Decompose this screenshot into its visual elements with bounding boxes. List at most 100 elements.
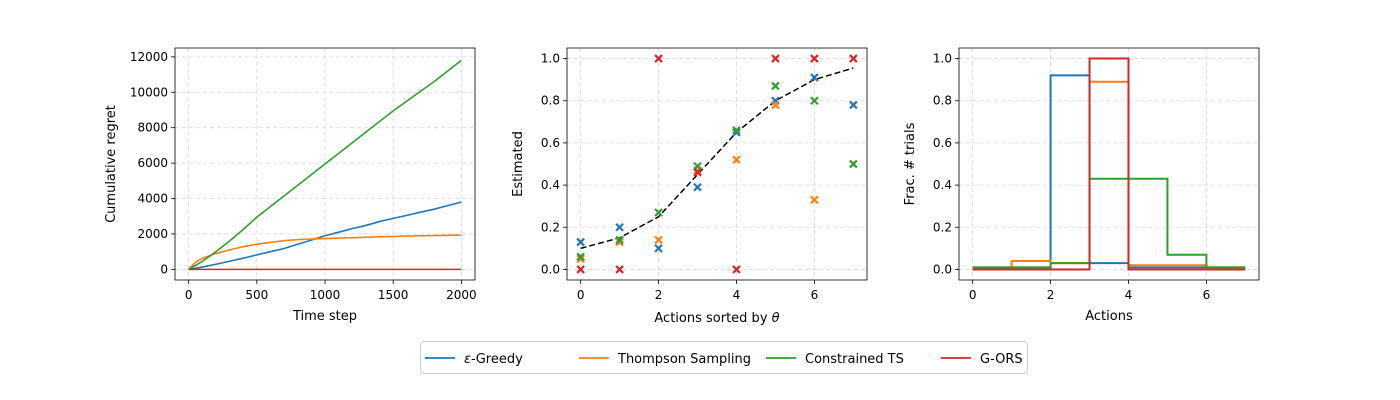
y-tick-label: 0.2 bbox=[541, 220, 560, 234]
step-line-thompson bbox=[972, 80, 1246, 271]
y-axis-label: Cumulative regret bbox=[104, 105, 119, 223]
y-tick-label: 0.0 bbox=[933, 262, 952, 276]
marker-stroke bbox=[576, 265, 585, 274]
y-tick-label: 0.8 bbox=[541, 94, 560, 108]
y-tick-label: 2000 bbox=[137, 227, 168, 241]
legend-label-thompson: Thompson Sampling bbox=[617, 352, 751, 367]
marker-stroke bbox=[654, 244, 663, 253]
scatter-point-gors bbox=[771, 54, 780, 63]
scatter-point-egreedy bbox=[576, 237, 585, 247]
y-tick-label: 12000 bbox=[130, 50, 168, 64]
y-tick-label: 1.0 bbox=[933, 52, 952, 66]
x-tick-label: 0 bbox=[969, 288, 977, 302]
marker-stroke bbox=[810, 54, 819, 63]
scatter-point-constrained_ts bbox=[810, 96, 819, 106]
marker-stroke bbox=[615, 237, 624, 247]
step-line-egreedy bbox=[972, 74, 1246, 269]
legend-label-gors: G-ORS bbox=[980, 352, 1023, 367]
marker-stroke bbox=[654, 235, 663, 245]
scatter-point-egreedy bbox=[732, 128, 741, 137]
x-tick-label: 2 bbox=[655, 288, 663, 302]
y-tick-label: 0.0 bbox=[541, 262, 560, 276]
marker-stroke bbox=[849, 54, 858, 63]
axes-frame bbox=[566, 47, 868, 281]
marker-stroke bbox=[576, 254, 585, 264]
x-axis-label-text: Actions sorted by bbox=[654, 311, 771, 326]
x-axis-label: Actions sorted by θ bbox=[654, 311, 779, 326]
theta-symbol: θ bbox=[772, 311, 780, 326]
y-axis-label: Estimated bbox=[511, 131, 526, 197]
x-tick-label: 6 bbox=[811, 288, 819, 302]
scatter-point-gors bbox=[576, 265, 585, 274]
legend-label-text: -Greedy bbox=[471, 352, 523, 367]
series-line-constrained_ts bbox=[188, 59, 462, 271]
marker-stroke bbox=[732, 125, 741, 135]
scatter-point-egreedy bbox=[810, 73, 819, 82]
marker-stroke bbox=[849, 159, 858, 169]
x-tick-label: 6 bbox=[1203, 288, 1211, 302]
marker-stroke bbox=[810, 96, 819, 106]
scatter-point-gors bbox=[849, 54, 858, 63]
scatter-point-gors bbox=[693, 168, 702, 177]
axes-frame bbox=[958, 47, 1260, 281]
scatter-point-egreedy bbox=[849, 100, 858, 110]
marker-stroke bbox=[693, 182, 702, 192]
y-tick-label: 0.4 bbox=[541, 178, 560, 192]
marker-stroke bbox=[693, 161, 702, 171]
x-axis-label: Time step bbox=[292, 309, 357, 324]
y-tick-label: 0 bbox=[160, 262, 168, 276]
axes-frame bbox=[174, 47, 476, 281]
scatter-point-constrained_ts bbox=[693, 161, 702, 171]
marker-stroke bbox=[654, 54, 663, 63]
x-axis-label: Actions bbox=[1085, 309, 1133, 324]
marker-stroke bbox=[810, 195, 819, 205]
trials-panel: 0 2 4 6 0.0 0.2 0.4 0.6 0.8 1.0 Actions Frac. # tri… bbox=[903, 47, 1260, 324]
marker-stroke bbox=[576, 237, 585, 247]
marker-stroke bbox=[771, 100, 780, 110]
scatter-point-egreedy bbox=[615, 222, 624, 232]
marker-stroke bbox=[849, 100, 858, 110]
scatter-point-egreedy bbox=[693, 182, 702, 192]
scatter-point-gors bbox=[810, 54, 819, 63]
marker-stroke bbox=[615, 235, 624, 245]
y-tick-label: 0.4 bbox=[933, 178, 952, 192]
marker-stroke bbox=[771, 54, 780, 63]
x-tick-label: 1000 bbox=[310, 288, 341, 302]
x-tick-label: 2 bbox=[1047, 288, 1055, 302]
scatter-point-gors bbox=[732, 265, 741, 274]
y-tick-label: 1.0 bbox=[541, 52, 560, 66]
scatter-point-constrained_ts bbox=[771, 81, 780, 91]
series-line-egreedy bbox=[188, 201, 462, 271]
step-line-gors bbox=[972, 57, 1246, 271]
y-tick-label: 4000 bbox=[137, 192, 168, 206]
marker-stroke bbox=[576, 252, 585, 262]
scatter-point-thompson bbox=[654, 235, 663, 245]
x-tick-label: 500 bbox=[245, 288, 268, 302]
scatter-point-constrained_ts bbox=[654, 208, 663, 217]
regret-panel: 0 500 1000 1500 2000 0 2000 4000 6000 8000 10000 12… bbox=[104, 47, 477, 324]
scatter-point-constrained_ts bbox=[732, 125, 741, 135]
legend-label-egreedy: ε-Greedy bbox=[464, 352, 523, 367]
x-tick-label: 4 bbox=[733, 288, 741, 302]
legend: ε-Greedy Thompson Sampling Constrained TS G… bbox=[420, 341, 1028, 374]
estimates-panel: 0 2 4 6 0.0 0.2 0.4 0.6 0.8 1.0 Actions sorted by … bbox=[511, 47, 868, 326]
y-tick-label: 0.6 bbox=[541, 136, 560, 150]
scatter-point-constrained_ts bbox=[615, 235, 624, 245]
marker-stroke bbox=[654, 208, 663, 217]
scatter-point-egreedy bbox=[654, 244, 663, 253]
marker-stroke bbox=[615, 265, 624, 274]
marker-stroke bbox=[732, 128, 741, 137]
step-line-constrained_ts bbox=[972, 177, 1246, 269]
scatter-point-thompson bbox=[732, 155, 741, 165]
scatter-point-gors bbox=[615, 265, 624, 274]
epsilon-symbol: ε bbox=[464, 352, 471, 367]
marker-stroke bbox=[771, 81, 780, 91]
reference-curve bbox=[580, 67, 854, 250]
scatter-point-thompson bbox=[576, 254, 585, 264]
legend-label-constrained_ts: Constrained TS bbox=[805, 352, 904, 367]
marker-stroke bbox=[693, 168, 702, 177]
x-tick-label: 0 bbox=[185, 288, 193, 302]
scatter-point-gors bbox=[654, 54, 663, 63]
legend-box bbox=[420, 341, 1028, 374]
